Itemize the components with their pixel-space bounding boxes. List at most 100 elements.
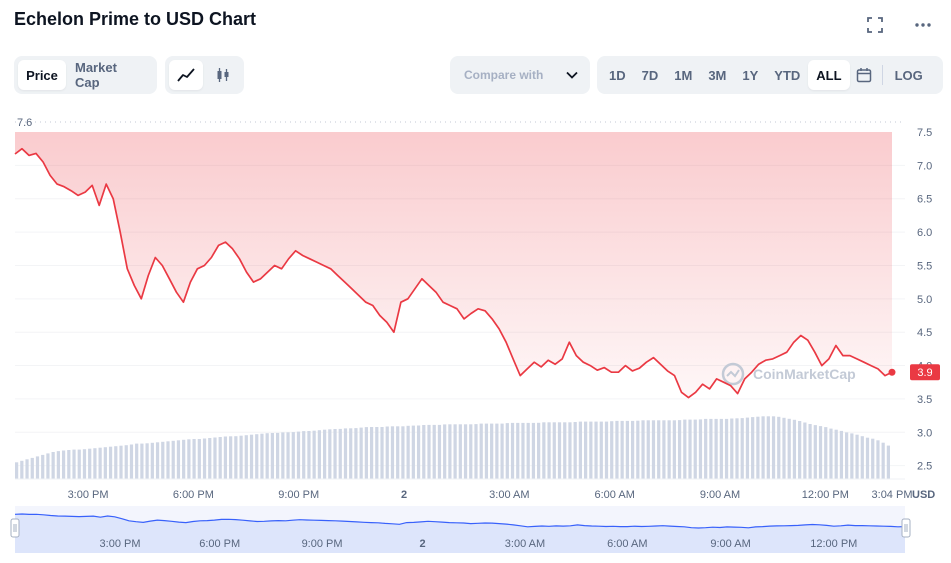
volume-bar [385,426,389,479]
metric-toggle: Price Market Cap [14,56,157,94]
price-line [14,147,893,399]
range-3m-button[interactable]: 3M [708,67,727,83]
volume-bar [573,422,577,479]
volume-bar [98,447,102,479]
volume-bar [526,422,530,479]
volume-bar [218,437,222,479]
volume-bar [244,435,248,479]
range-1m-button[interactable]: 1M [674,67,693,83]
navigator-right-handle[interactable] [901,518,911,538]
volume-bar [698,419,703,479]
volume-bar [135,443,139,479]
volume-bar [537,422,541,479]
volume-bar [563,422,567,479]
volume-bar [291,432,295,479]
candlestick-button[interactable] [206,60,240,90]
volume-bar [25,459,29,479]
volume-bar [390,426,395,479]
volume-bar [881,442,885,479]
more-options-icon[interactable] [912,14,934,36]
volume-bar [850,433,854,479]
volume-bar [834,429,838,479]
log-scale-button[interactable]: LOG [894,67,923,83]
volume-bar [724,418,729,479]
volume-bar [202,438,207,479]
volume-bar [61,450,66,479]
volume-bar [855,434,859,479]
volume-bar [67,450,71,479]
volume-bar [871,438,875,479]
volume-bar [458,424,462,479]
volume-bar [343,428,348,479]
volume-bar [547,422,551,479]
compare-select[interactable]: Compare with [450,56,590,94]
tab-price[interactable]: Price [18,60,66,90]
volume-bar [375,427,379,479]
volume-bar [396,426,400,479]
x-tick-label: 9:00 PM [278,489,319,501]
fullscreen-icon[interactable] [864,14,886,36]
volume-bar [229,436,233,479]
volume-bar [474,424,478,479]
range-1y-button[interactable]: 1Y [742,67,759,83]
volume-bar [443,424,447,479]
volume-bar [249,434,254,479]
volume-bar [333,429,337,479]
navigator-tick-label: 6:00 AM [607,538,647,550]
x-tick-label: 6:00 AM [595,489,635,501]
y-tick-label: 7.5 [917,127,932,139]
volume-bar [521,422,525,479]
currency-unit-label: USD [912,489,935,501]
volume-bar [704,418,708,479]
range-navigator[interactable]: 3:00 PM 6:00 PM 9:00 PM 2 3:00 AM 6:00 AM 9:00… [10,506,911,553]
volume-bar [531,422,536,479]
volume-bar [860,436,864,479]
volume-bar [72,449,76,479]
range-ytd-button[interactable]: YTD [774,67,801,83]
volume-bar [182,439,186,479]
range-all-button[interactable]: ALL [808,60,850,90]
volume-bar [667,420,671,479]
y-tick-label: 6.0 [917,227,932,239]
volume-bar [140,443,144,479]
volume-bar [599,421,603,479]
volume-bar [406,425,410,479]
volume-bar [260,433,264,479]
y-tick-label: 5.5 [917,260,932,272]
tab-market-cap[interactable]: Market Cap [75,60,117,90]
volume-bar [453,424,457,479]
x-tick-label: 9:00 AM [700,489,740,501]
volume-bar [276,432,280,479]
volume-bar [683,419,687,479]
volume-bar [594,421,598,479]
volume-bar [427,424,431,479]
volume-bar [615,420,619,479]
range-divider [881,65,883,85]
volume-bar [495,423,499,479]
volume-bar [803,422,807,479]
line-chart-button[interactable] [169,60,203,90]
x-tick-label: 3:00 AM [489,489,529,501]
volume-bar [604,421,609,479]
volume-bar [688,419,692,479]
volume-bar [584,421,588,479]
current-price-tag-text: 3.9 [917,367,932,379]
volume-bar [740,418,744,479]
volume-bar [505,423,509,479]
top-price-label: 7.6 [17,117,32,129]
volume-bar [411,425,415,479]
volume-bar [286,432,290,479]
range-1d-button[interactable]: 1D [609,67,626,83]
volume-bar [798,421,802,479]
volume-bar [886,445,890,479]
calendar-button[interactable] [850,60,878,90]
volume-bar [714,418,718,479]
y-axis: 7.57.06.56.05.55.04.54.03.53.02.5 [917,127,932,473]
volume-bar [808,424,812,479]
navigator-left-handle[interactable] [10,518,20,538]
volume-bar [145,443,149,479]
volume-bar [557,422,562,479]
y-tick-label: 4.5 [917,327,932,339]
range-7d-button[interactable]: 7D [641,67,659,83]
volume-bar [625,420,629,479]
